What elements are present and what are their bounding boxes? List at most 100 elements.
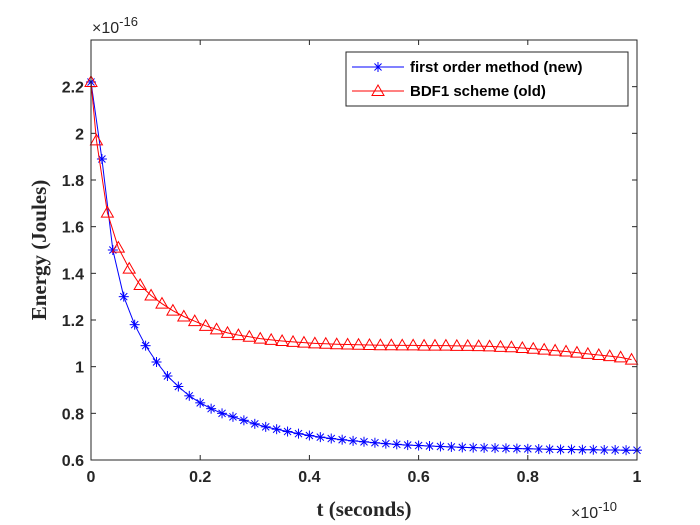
data-point [449, 338, 464, 351]
data-point [326, 433, 337, 444]
x-tick-label: 0 [87, 469, 96, 486]
data-point [89, 133, 104, 146]
data-point [351, 337, 366, 350]
y-tick-label: 2.2 [62, 80, 84, 97]
y-tick-label: 2 [75, 126, 84, 143]
data-point [111, 240, 126, 253]
data-point [271, 424, 282, 435]
data-point [337, 434, 348, 445]
data-point [329, 337, 344, 350]
data-point [591, 347, 606, 360]
data-point [373, 338, 388, 351]
data-point [184, 390, 195, 401]
data-point [624, 352, 639, 365]
data-point [406, 338, 421, 351]
data-point [391, 439, 402, 450]
data-point [588, 444, 599, 455]
data-point [479, 442, 490, 453]
y-tick-label: 0.8 [62, 406, 84, 423]
data-point [155, 296, 169, 309]
data-point [253, 331, 268, 344]
y-tick-label: 1.2 [62, 313, 84, 330]
data-point [435, 441, 446, 452]
data-point [227, 411, 238, 422]
data-point [457, 442, 468, 453]
data-point [380, 438, 391, 449]
data-point [428, 338, 442, 351]
data-point [238, 415, 249, 426]
x-multiplier-label: ×10-10 [571, 499, 617, 522]
data-point [621, 445, 632, 456]
data-point [307, 336, 322, 349]
y-axis-title: Energy (Joules) [27, 180, 51, 321]
data-point [100, 205, 115, 218]
x-tick-label: 0.6 [407, 469, 429, 486]
data-point [166, 303, 180, 316]
data-point [515, 340, 530, 353]
data-point [424, 441, 435, 451]
data-point [413, 440, 424, 451]
data-point [548, 343, 562, 356]
data-point [242, 329, 257, 342]
data-point [599, 444, 610, 455]
data-point [460, 338, 475, 351]
data-point [209, 322, 224, 335]
data-point [526, 341, 541, 354]
data-point [522, 443, 533, 454]
y-tick-label: 1 [75, 360, 84, 377]
data-point [566, 444, 577, 455]
x-axis-title: t (seconds) [316, 497, 411, 521]
legend-label-new: first order method (new) [410, 59, 583, 76]
legend: first order method (new) BDF1 scheme (ol… [345, 51, 629, 107]
data-point [231, 328, 246, 341]
data-point [260, 421, 271, 432]
series-old [84, 74, 639, 365]
data-point [286, 334, 300, 347]
data-point [173, 381, 184, 392]
data-point [282, 426, 293, 437]
data-point [275, 333, 289, 346]
data-point [118, 291, 129, 302]
data-point [533, 444, 544, 455]
data-point [602, 349, 617, 362]
data-point [471, 339, 486, 352]
data-point [304, 430, 315, 441]
data-point [559, 344, 573, 357]
legend-triangle-icon [371, 83, 385, 96]
legend-marker-new [373, 62, 383, 72]
data-point [187, 314, 202, 327]
data-point [348, 435, 359, 446]
data-point [555, 444, 566, 455]
x-tick-label: 0.4 [298, 469, 320, 486]
data-point [315, 432, 326, 443]
data-point [537, 342, 552, 355]
data-point [402, 440, 413, 451]
data-point [570, 345, 584, 358]
data-point [504, 340, 519, 353]
legend-label-old: BDF1 scheme (old) [410, 83, 546, 100]
data-point [369, 437, 380, 448]
data-point [220, 325, 235, 338]
data-point [151, 357, 162, 367]
data-point [293, 428, 304, 439]
legend-box [345, 51, 629, 107]
y-multiplier-label: ×10-16 [92, 14, 138, 37]
data-point [206, 403, 217, 414]
y-tick-label: 1.8 [62, 173, 84, 190]
data-point [144, 288, 158, 301]
x-tick-label: 1 [633, 469, 642, 486]
x-tick-label: 0.2 [189, 469, 211, 486]
data-point [129, 319, 140, 330]
legend-marker-old [371, 83, 385, 96]
data-point [198, 318, 213, 331]
data-point [140, 340, 151, 351]
data-point [297, 335, 311, 348]
data-point [544, 444, 555, 455]
data-point [133, 277, 148, 290]
data-point [176, 309, 191, 322]
data-point [482, 339, 497, 352]
data-point [610, 444, 621, 455]
x-tick-label: 0.8 [517, 469, 539, 486]
data-point [362, 337, 377, 350]
